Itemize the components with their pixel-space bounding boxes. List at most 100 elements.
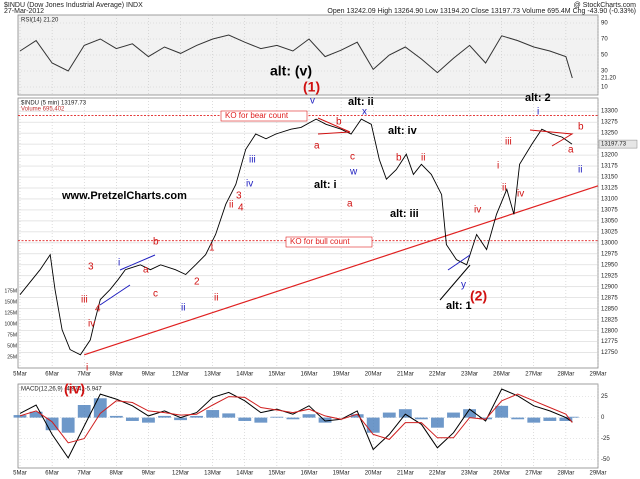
rsi-value-label: 21.20 — [601, 76, 617, 82]
x-tick-label: 15Mar — [268, 471, 285, 477]
annotation: alt: (v) — [270, 63, 312, 79]
x-tick-label: 9Mar — [142, 471, 156, 477]
x-tick-label: 16Mar — [300, 471, 317, 477]
x-tick-label: 5Mar — [13, 471, 27, 477]
y-tick-label: 70 — [601, 37, 608, 43]
level-label-box — [220, 110, 308, 122]
y-tick-label: 13075 — [601, 208, 618, 214]
y-tick-label: 12975 — [601, 251, 618, 257]
x-tick-label: 12Mar — [172, 372, 189, 378]
x-tick-label: 5Mar — [13, 372, 27, 378]
histogram-bar — [174, 417, 187, 421]
x-tick-label: 7Mar — [77, 372, 91, 378]
annotation: a — [568, 145, 574, 156]
level-label-box — [285, 236, 373, 248]
y-tick-label: 50 — [601, 53, 608, 59]
x-tick-label: 20Mar — [365, 372, 382, 378]
volume-tick-label: 100M — [4, 321, 17, 327]
x-tick-label: 14Mar — [236, 372, 253, 378]
annotation: iv — [246, 179, 253, 190]
annotation: ii — [502, 183, 506, 194]
panel-legend: $INDU (5 min) 13197.73 — [21, 101, 87, 107]
last-price-label: 13197.73 — [601, 142, 627, 148]
level-label: KO for bear count — [225, 111, 289, 120]
x-tick-label: 6Mar — [45, 372, 59, 378]
annotation: www.PretzelCharts.com — [61, 190, 187, 202]
annotation: i — [118, 258, 120, 269]
volume-tick-label: 25M — [7, 354, 17, 360]
y-tick-label: 13125 — [601, 186, 618, 192]
y-tick-label: 13050 — [601, 219, 618, 225]
histogram-bar — [238, 417, 252, 421]
annotation: b — [578, 122, 584, 133]
y-tick-label: 13000 — [601, 240, 618, 246]
annotation: 4 — [95, 304, 101, 315]
y-tick-label: 13250 — [601, 131, 618, 137]
annotation: y — [461, 280, 466, 291]
annotation: alt: iv — [388, 125, 418, 137]
histogram-bar — [302, 414, 316, 418]
annotation: 4 — [238, 203, 244, 214]
annotation: iv — [88, 319, 95, 330]
histogram-bar — [222, 413, 236, 418]
annotation: ii — [578, 165, 582, 176]
y-tick-label: 13200 — [601, 153, 618, 159]
histogram-bar — [142, 417, 155, 423]
y-tick-label: 12825 — [601, 317, 618, 323]
histogram-bar — [543, 417, 557, 421]
trendline — [84, 185, 599, 356]
annotation: ii — [181, 303, 185, 314]
histogram-bar — [318, 417, 332, 423]
annotation: b — [153, 237, 159, 248]
y-tick-label: 13300 — [601, 109, 618, 115]
level-label-group: KO for bull count — [285, 236, 373, 248]
annotation: iii — [81, 295, 88, 306]
x-tick-label: 21Mar — [397, 471, 414, 477]
annotation: (iv) — [64, 381, 85, 397]
rsi-line — [19, 34, 573, 79]
y-tick-label: 12800 — [601, 328, 618, 334]
histogram-bar — [158, 415, 171, 418]
histogram-bar — [13, 415, 27, 418]
y-tick-label: 25 — [601, 394, 608, 400]
price-line — [19, 118, 573, 356]
annotation: alt: 1 — [446, 300, 472, 312]
volume-tick-label: 125M — [4, 310, 17, 316]
histogram-bar — [495, 405, 509, 418]
x-tick-label: 15Mar — [268, 372, 285, 378]
x-tick-label: 14Mar — [236, 471, 253, 477]
volume-legend: Volume 695,402 — [21, 107, 65, 113]
annotation: i — [86, 363, 88, 374]
annotation: 2 — [194, 277, 200, 288]
histogram-bar — [479, 417, 493, 420]
annotation: alt: 2 — [525, 92, 551, 104]
histogram-bar — [382, 412, 396, 418]
y-tick-label: 0 — [601, 415, 605, 421]
y-tick-label: 12925 — [601, 273, 618, 279]
x-tick-label: 27Mar — [525, 372, 542, 378]
y-tick-label: 90 — [601, 21, 608, 27]
annotation: 1 — [209, 243, 215, 254]
x-tick-label: 13Mar — [204, 471, 221, 477]
histogram-bar — [350, 414, 364, 418]
y-tick-label: 12950 — [601, 262, 618, 268]
source: @ StockCharts.com — [574, 2, 637, 9]
x-tick-label: 7Mar — [77, 471, 91, 477]
x-tick-label: 28Mar — [557, 471, 574, 477]
x-tick-label: 23Mar — [461, 372, 478, 378]
x-tick-label: 26Mar — [493, 372, 510, 378]
x-tick-label: 27Mar — [525, 471, 542, 477]
y-tick-label: 13100 — [601, 197, 618, 203]
volume-tick-label: 175M — [4, 288, 17, 294]
annotation: ii — [421, 153, 425, 164]
histogram-bar — [109, 415, 123, 418]
x-tick-label: 21Mar — [397, 372, 414, 378]
date: 27-Mar-2012 — [4, 8, 44, 15]
histogram-bar — [190, 415, 204, 418]
y-tick-label: 12750 — [601, 350, 618, 356]
histogram-bar — [45, 417, 59, 431]
x-tick-label: 9Mar — [142, 372, 156, 378]
y-tick-label: -50 — [601, 457, 610, 463]
histogram-bar — [270, 416, 284, 418]
